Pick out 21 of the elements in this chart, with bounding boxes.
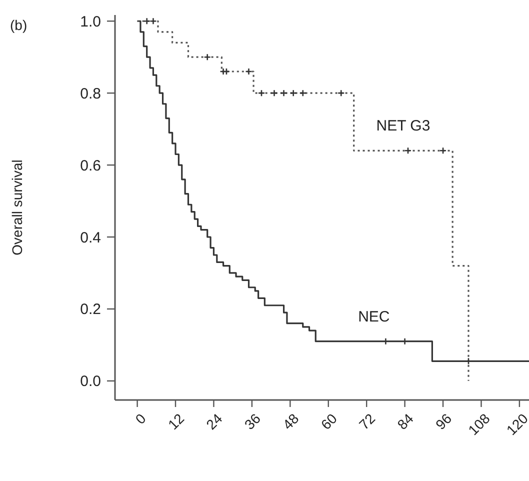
x-tick-label: 120 [503,410,529,438]
text: (b) [10,17,28,34]
x-tick-label: 84 [394,410,417,433]
x-tick-label: 96 [432,410,455,433]
y-tick-label: 0.6 [80,157,101,174]
x-tick-label: 72 [356,410,378,433]
x-tick-label: 12 [164,410,188,433]
x-tick-label: 36 [241,410,264,433]
y-tick-label: 1.0 [80,13,101,30]
series-label: NEC [358,308,390,326]
y-tick-label: 0.4 [80,229,101,246]
x-tick-label: 0 [132,410,150,428]
y-tick-label: 0.8 [80,85,101,102]
y-tick-label: 0.0 [80,373,101,390]
x-tick-label: 108 [464,410,493,438]
y-axis-title: Overall survival [9,160,25,256]
series-label: NET G3 [376,118,430,135]
x-tick-label: 60 [318,410,340,433]
x-tick-label: 24 [202,410,226,433]
x-tick-label: 48 [279,410,302,433]
y-tick-label: 0.2 [80,301,101,318]
